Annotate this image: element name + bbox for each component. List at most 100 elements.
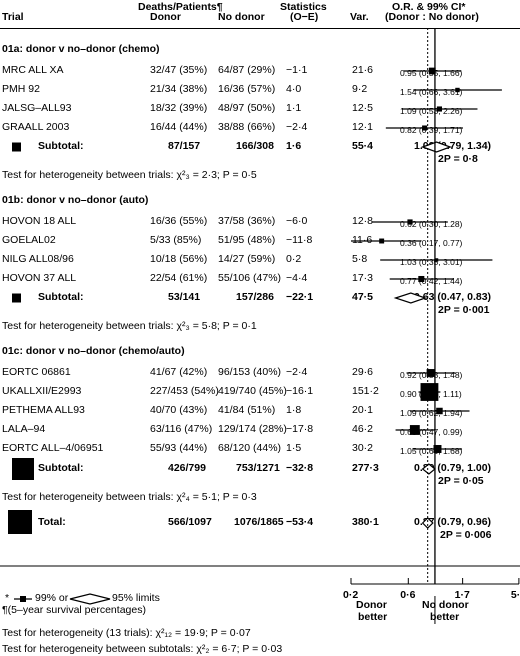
trial-name: HOVON 18 ALL	[2, 215, 77, 227]
subtotal-ci-text: 0.89 (0.79, 1.00)	[414, 462, 492, 474]
trial-ci-text: 1.03 (0.35, 3.01)	[400, 257, 463, 267]
subtotal-oe: −22·1	[286, 291, 314, 303]
trial-oe: 1·8	[286, 404, 302, 416]
total-label: Total:	[38, 516, 66, 528]
subtotal-ci-text: 1.03 (0.79, 1.34)	[414, 140, 492, 152]
favours-left-1: Donor	[356, 599, 387, 611]
subtotal-var: 47·5	[352, 291, 374, 303]
favours-right-1: No donor	[422, 599, 469, 611]
trial-square-marker	[422, 125, 428, 131]
trial-donor: 41/67 (42%)	[150, 366, 208, 378]
trial-ci-text: 0.68 (0.47, 0.99)	[400, 427, 463, 437]
trial-oe: −6·0	[286, 215, 308, 227]
total-diamond	[421, 517, 434, 529]
trial-nodonor: 38/88 (66%)	[218, 121, 276, 133]
subtotal-label: Subtotal:	[38, 140, 84, 152]
trial-donor: 40/70 (43%)	[150, 404, 208, 416]
heterogeneity-text: Test for heterogeneity between trials: χ…	[2, 169, 257, 181]
trial-nodonor: 64/87 (29%)	[218, 64, 276, 76]
trial-oe: 1·1	[286, 102, 302, 114]
heterogeneity-text: Test for heterogeneity between trials: χ…	[2, 320, 257, 332]
group-label: 01b: donor v no–donor (auto)	[2, 194, 149, 206]
trial-name: EORTC ALL–4/06951	[2, 442, 104, 454]
total-donor: 566/1097	[168, 516, 212, 528]
header-no-donor: No donor	[218, 11, 265, 23]
trial-nodonor: 55/106 (47%)	[218, 272, 282, 284]
trial-var: 5·8	[352, 253, 368, 265]
trial-ci-text: 1.09 (0.53, 2.26)	[400, 106, 463, 116]
trial-nodonor: 51/95 (48%)	[218, 234, 276, 246]
trial-nodonor: 96/153 (40%)	[218, 366, 282, 378]
subtotal-donor: 53/141	[168, 291, 201, 303]
subtotal-oe: 1·6	[286, 140, 302, 152]
trial-nodonor: 48/97 (50%)	[218, 102, 276, 114]
trial-name: HOVON 37 ALL	[2, 272, 77, 284]
x-axis-tick-label: 0·2	[343, 589, 359, 601]
trial-nodonor: 14/27 (59%)	[218, 253, 276, 265]
trial-oe: 4·0	[286, 83, 302, 95]
trial-oe: −17·8	[286, 423, 314, 435]
trial-donor: 227/453 (54%)	[150, 385, 219, 397]
trial-ci-text: 1.54 (0.66, 3.61)	[400, 87, 463, 97]
trial-oe: 0·2	[286, 253, 302, 265]
trial-square-marker	[409, 425, 420, 435]
header-rule	[0, 28, 520, 29]
trial-var: 21·6	[352, 64, 374, 76]
trial-donor: 22/54 (61%)	[150, 272, 208, 284]
trial-square-marker	[426, 369, 435, 377]
subtotal-square-icon	[12, 458, 34, 480]
trial-name: NILG ALL08/96	[2, 253, 74, 265]
header-deaths-patients: Deaths/Patients¶	[138, 1, 223, 13]
trial-donor: 5/33 (85%)	[150, 234, 202, 246]
total-square-icon	[8, 510, 32, 534]
legend-99: 99% or	[35, 592, 69, 604]
trial-ci-text: 0.36 (0.17, 0.77)	[400, 238, 463, 248]
total-p-text: 2P = 0·006	[440, 529, 492, 541]
subtotal-label: Subtotal:	[38, 291, 84, 303]
trial-nodonor: 129/174 (28%)	[218, 423, 287, 435]
trial-ci-text: 0.82 (0.39, 1.71)	[400, 125, 463, 135]
subtotal-square-icon	[12, 293, 21, 303]
subtotal-ci-text: 0.63 (0.47, 0.83)	[414, 291, 492, 303]
trial-donor: 18/32 (39%)	[150, 102, 208, 114]
x-axis-tick-label: 1·7	[454, 589, 470, 601]
total-oe: −53·4	[286, 516, 314, 528]
trial-name: MRC ALL XA	[2, 64, 64, 76]
trial-nodonor: 41/84 (51%)	[218, 404, 276, 416]
legend-99-square-icon	[20, 596, 26, 602]
trial-square-marker	[434, 258, 439, 262]
trial-nodonor: 68/120 (44%)	[218, 442, 282, 454]
subtotal-square-icon	[12, 142, 21, 152]
trial-square-marker	[418, 275, 425, 283]
footer-het13: Test for heterogeneity (13 trials): χ²₁₂…	[2, 627, 251, 639]
subtotal-nodonor: 157/286	[236, 291, 274, 303]
subtotal-donor: 426/799	[168, 462, 206, 474]
trial-oe: −2·4	[286, 121, 308, 133]
header-or-sub: (Donor : No donor)	[385, 11, 479, 23]
trial-square-marker	[455, 87, 460, 93]
header-var: Var.	[350, 11, 369, 23]
trial-donor: 21/34 (38%)	[150, 83, 208, 95]
legend-95-diamond-icon	[69, 593, 111, 605]
trial-square-marker	[407, 219, 413, 225]
trial-oe: −16·1	[286, 385, 314, 397]
trial-nodonor: 16/36 (57%)	[218, 83, 276, 95]
header-statistics: Statistics	[280, 1, 327, 13]
trial-ci-text: 0.77 (0.42, 1.44)	[400, 276, 463, 286]
trial-donor: 10/18 (56%)	[150, 253, 208, 265]
trial-name: EORTC 06861	[2, 366, 71, 378]
trial-var: 30·2	[352, 442, 374, 454]
trial-name: LALA–94	[2, 423, 46, 435]
trial-nodonor: 419/740 (45%)	[218, 385, 287, 397]
trial-name: UKALLXII/E2993	[2, 385, 82, 397]
trial-var: 151·2	[352, 385, 379, 397]
trial-square-marker	[436, 106, 443, 112]
trial-square-marker	[420, 383, 439, 401]
trial-oe: −2·4	[286, 366, 308, 378]
trial-square-marker	[436, 407, 443, 415]
subtotal-label: Subtotal:	[38, 462, 84, 474]
group-label: 01a: donor v no–donor (chemo)	[2, 43, 160, 55]
header-donor: Donor	[150, 11, 181, 23]
subtotal-p-text: 2P = 0·05	[438, 475, 484, 487]
